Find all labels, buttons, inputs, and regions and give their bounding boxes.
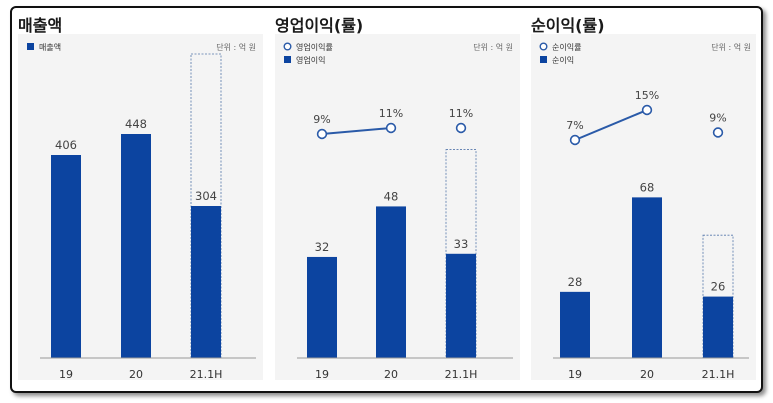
unit-label: 단위 : 억 원	[473, 42, 513, 52]
bar-19	[307, 256, 337, 358]
legend-square-marker	[27, 43, 34, 50]
legend-square-marker	[540, 56, 547, 63]
chart-title-operating-profit: 영업이익(률)	[275, 16, 364, 35]
legend-label: 매출액	[39, 42, 61, 52]
legend-circle-marker	[539, 42, 548, 51]
bar-value-label: 68	[640, 180, 655, 194]
bar-19	[51, 155, 81, 358]
bar-value-label: 448	[125, 117, 147, 131]
x-tick-label: 20	[640, 368, 654, 381]
legend-label: 영업이익률	[296, 42, 333, 52]
x-tick-label: 19	[59, 368, 73, 381]
unit-label: 단위 : 억 원	[216, 42, 256, 52]
bar-value-label: 48	[384, 189, 399, 203]
rate-line-segment	[321, 127, 392, 135]
x-tick-label: 20	[384, 368, 398, 381]
rate-point	[712, 127, 724, 138]
bar-20	[376, 206, 406, 358]
bar-21.1H	[191, 206, 221, 358]
x-tick-label: 19	[315, 368, 329, 381]
rate-point	[385, 122, 397, 134]
bar-value-label: 32	[315, 240, 330, 254]
legend-label: 순이익	[552, 55, 574, 65]
bar-value-label: 406	[55, 138, 77, 152]
x-tick-label: 21.1H	[702, 368, 735, 381]
rate-label: 11%	[379, 107, 403, 120]
bar-value-label: 33	[454, 237, 469, 251]
bar-value-label: 26	[711, 280, 726, 294]
legend-label: 순이익률	[552, 42, 581, 52]
rate-label: 15%	[635, 89, 659, 102]
legend-circle-marker	[283, 42, 292, 51]
x-tick-label: 20	[129, 368, 143, 381]
bar-20	[632, 197, 662, 358]
revenue-chart: 매출액 단위 : 억 원 406 448 304 19 20 21.1H	[27, 42, 256, 381]
x-tick-label: 21.1H	[445, 368, 478, 381]
rate-point	[455, 122, 467, 134]
bar-21.1H	[446, 253, 476, 358]
chart-title-revenue: 매출액	[18, 16, 63, 35]
bar-19	[560, 291, 590, 358]
unit-label: 단위 : 억 원	[711, 42, 751, 52]
rate-point	[641, 104, 653, 116]
rate-label: 11%	[449, 107, 473, 120]
rate-line-segment	[574, 109, 648, 141]
rate-point	[569, 134, 581, 146]
legend-label: 영업이익	[296, 55, 325, 65]
bar-value-label: 304	[195, 189, 217, 203]
bar-20	[121, 134, 151, 358]
chart-title-net-income: 순이익(률)	[531, 16, 605, 35]
legend-square-marker	[284, 56, 291, 63]
x-tick-label: 21.1H	[190, 368, 223, 381]
rate-point	[316, 128, 328, 140]
bar-value-label: 28	[568, 275, 583, 289]
rate-label: 9%	[709, 112, 726, 125]
bar-21.1H	[703, 296, 733, 358]
rate-label: 7%	[566, 119, 583, 132]
rate-label: 9%	[313, 113, 330, 126]
x-tick-label: 19	[568, 368, 582, 381]
